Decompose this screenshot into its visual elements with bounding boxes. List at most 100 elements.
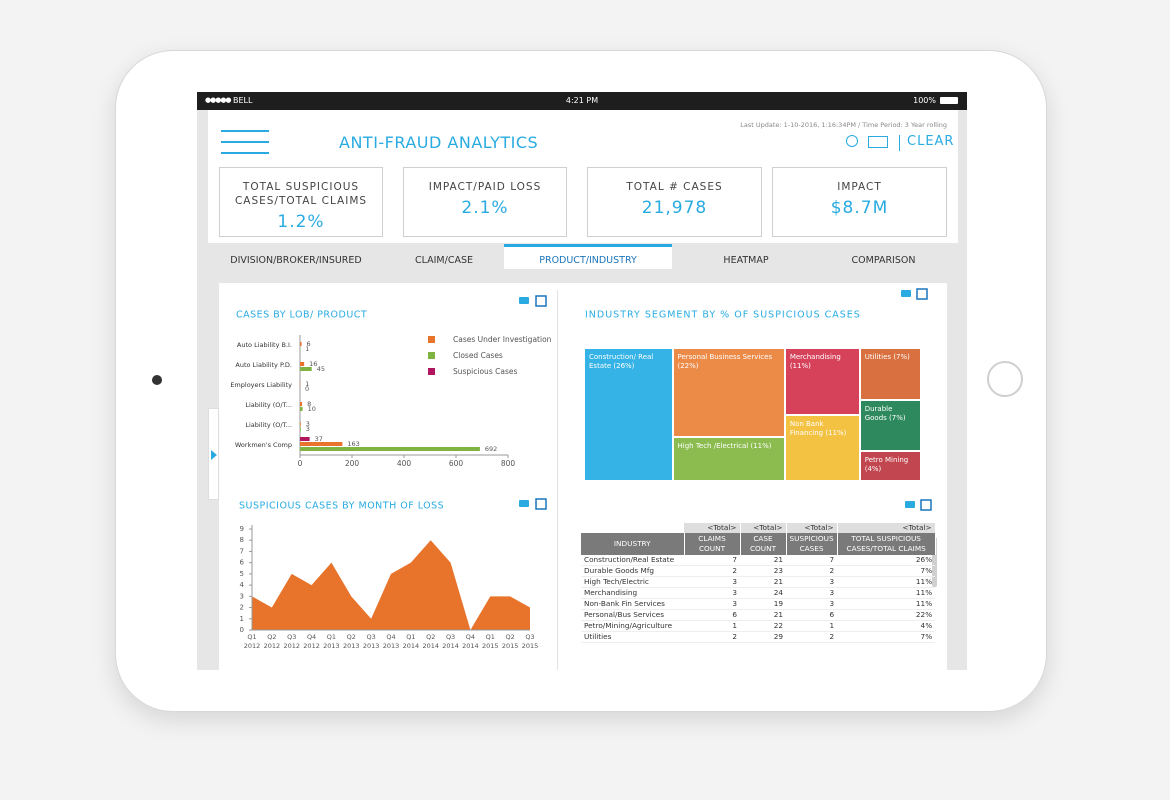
last-update: Last Update: 1-10-2016, 1:16:34PM / Time… (740, 121, 947, 129)
column-header: TOTAL SUSPICIOUS CASES/TOTAL CLAIMS (837, 533, 936, 555)
signal: ●●●●● (205, 96, 232, 104)
home-button[interactable] (987, 361, 1023, 397)
print-icon[interactable] (901, 290, 911, 297)
side-arrow (211, 450, 217, 460)
table-cell: Construction/Real Estate (584, 555, 675, 564)
total-cell: <Total> (684, 523, 741, 533)
tab[interactable]: PRODUCT/INDUSTRY (504, 244, 672, 269)
bar (300, 407, 303, 411)
table-cell: 7 (732, 555, 737, 564)
x-tick-label: 600 (449, 459, 464, 468)
cell-label: High Tech /Electrical (677, 441, 749, 450)
table-cell: 2 (829, 632, 835, 641)
data-label: 6 (307, 340, 311, 348)
table-cell: 2 (829, 566, 835, 575)
print-icon[interactable] (519, 297, 529, 304)
total-row: <Total> <Total> <Total> <Total> (581, 523, 936, 533)
y-tick-label: 8 (240, 536, 244, 544)
cell-value: (7%) (893, 353, 910, 361)
expand-icon[interactable] (916, 288, 928, 300)
table-cell: 24 (773, 588, 783, 597)
cell-label: Utilities (864, 353, 892, 361)
tab[interactable]: COMPARISON (820, 244, 947, 269)
x-tick-label: Q3 2013 (363, 633, 380, 650)
x-tick-label: Q4 2013 (383, 633, 400, 650)
column-header: INDUSTRY (581, 533, 685, 555)
legend-label: Cases Under Investigation (453, 335, 552, 344)
info-button[interactable] (846, 135, 858, 147)
separator (899, 135, 900, 151)
cell-label: Personal Business Services (677, 353, 773, 361)
print-icon[interactable] (905, 501, 915, 508)
table-cell: 6 (732, 610, 737, 619)
treemap-cell: High Tech /Electrical (11%) (672, 436, 785, 481)
tab[interactable]: HEATMAP (672, 244, 820, 269)
table-row: Personal/Bus Services 6 21 6 22% (581, 610, 936, 621)
legend-label: Suspicious Cases (453, 367, 517, 376)
tab[interactable]: CLAIM/CASE (384, 244, 504, 269)
table-scrollbar (932, 537, 937, 587)
table-cell: 26% (915, 555, 933, 564)
cell-label: Durable Goods (864, 404, 893, 422)
table-cell: 21 (773, 577, 783, 586)
table-row: Petro/Mining/Agriculture 1 22 1 4% (581, 621, 936, 632)
bar (300, 427, 301, 431)
table-cell: 4% (920, 621, 933, 630)
cell-value: (22%) (677, 362, 699, 370)
legend-label: Closed Cases (453, 351, 503, 360)
y-tick-label: Workmen's Comp (235, 441, 292, 449)
x-tick-label: 200 (345, 459, 360, 468)
menu-button[interactable] (221, 130, 269, 154)
clear-button[interactable]: CLEAR (907, 134, 955, 149)
bar (300, 342, 302, 346)
kpi-card: TOTAL # CASES 21,978 (587, 167, 762, 237)
data-label: 3 (306, 420, 310, 428)
x-tick-label: Q3 2015 (522, 633, 539, 650)
table-cell: 6 (829, 610, 835, 619)
expand-icon[interactable] (535, 498, 547, 510)
x-tick-label: 800 (501, 459, 516, 468)
cell-label: Merchandising (789, 353, 841, 361)
treemap-cell: Durable Goods (7%) (859, 399, 921, 452)
tab[interactable]: DIVISION/BROKER/INSURED (208, 244, 384, 269)
bar (300, 437, 310, 441)
treemap-cell: Construction/ Real Estate (26%) (584, 348, 673, 481)
table-cell: Personal/Bus Services (584, 610, 664, 619)
x-tick-label: Q3 2014 (442, 633, 459, 650)
kpi-card: IMPACT $8.7M (772, 167, 947, 237)
table-cell: Non-Bank Fin Services (584, 599, 665, 608)
print-icon[interactable] (519, 500, 529, 507)
mail-button[interactable] (868, 136, 888, 148)
camera (152, 375, 162, 385)
table: <Total> <Total> <Total> <Total> INDUSTRY CLAI… (581, 523, 936, 643)
y-tick-label: 9 (240, 525, 244, 533)
y-tick-label: 7 (240, 547, 244, 555)
bar (300, 442, 343, 446)
table-cell: 1 (829, 621, 835, 630)
table-cell: 11% (915, 599, 933, 608)
battery-icon (940, 97, 958, 104)
table-row: Non-Bank Fin Services 3 19 3 11% (581, 599, 936, 610)
y-tick-label: 4 (240, 581, 245, 589)
table-cell: 11% (915, 588, 933, 597)
x-tick-label: Q2 2014 (422, 633, 439, 650)
table-cell: 21 (773, 555, 783, 564)
x-tick-label: Q4 2012 (303, 633, 320, 650)
battery-level: 100% (913, 96, 936, 105)
table-cell: 3 (732, 599, 737, 608)
table-cell: 3 (829, 588, 835, 597)
x-tick-label: Q1 2015 (482, 633, 499, 650)
expand-icon[interactable] (920, 499, 932, 511)
data-label: 16 (309, 360, 317, 368)
table-cell: 29 (773, 632, 783, 641)
expand-icon[interactable] (535, 295, 547, 307)
table-cell: 3 (829, 577, 835, 586)
header-row: INDUSTRY CLAIMS COUNT CASE COUNT SUSPICIOUS… (581, 533, 936, 555)
cell-value: (7%) (889, 413, 906, 422)
table-cell: Merchandising (584, 588, 638, 597)
data-label: 10 (308, 405, 316, 413)
legend-swatch (428, 352, 435, 359)
data-label: 0 (305, 385, 309, 393)
